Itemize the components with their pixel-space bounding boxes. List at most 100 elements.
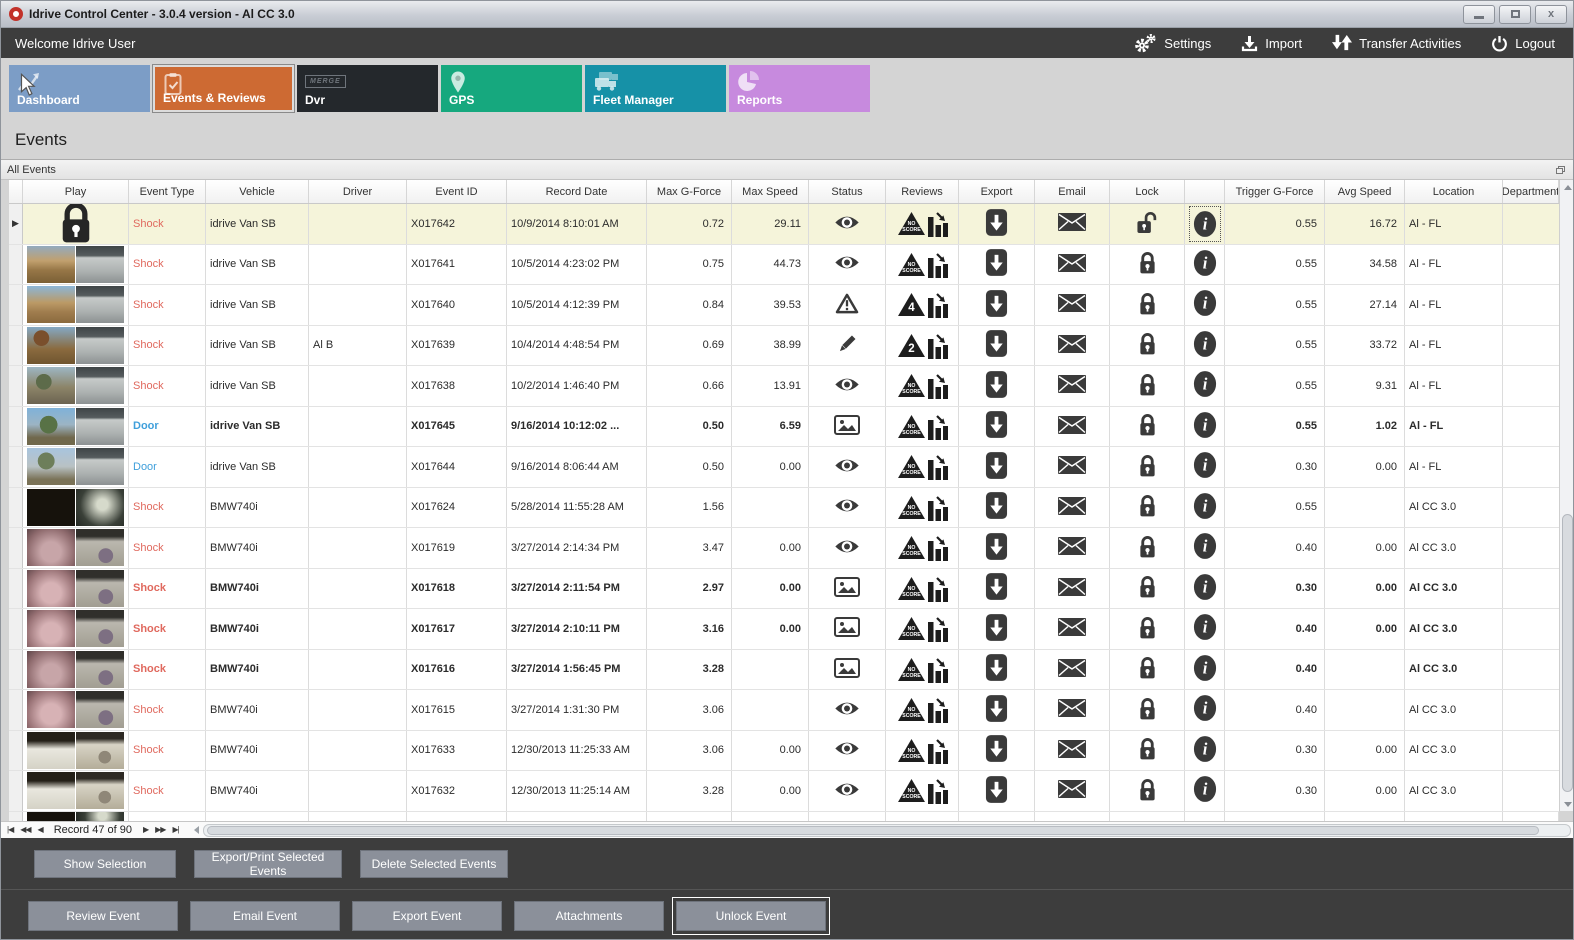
- column-header-record-date[interactable]: Record Date: [507, 180, 647, 203]
- vertical-scroll-thumb[interactable]: [1562, 514, 1573, 793]
- first-record-icon[interactable]: |◀: [7, 825, 14, 834]
- info-cell[interactable]: i: [1185, 487, 1225, 527]
- event-thumbnail[interactable]: [27, 731, 124, 769]
- lock-cell[interactable]: [1110, 771, 1185, 811]
- info-cell[interactable]: i: [1185, 285, 1225, 325]
- reviews-cell[interactable]: NO SCORE: [886, 649, 959, 689]
- tab-reports[interactable]: Reports: [729, 65, 870, 112]
- attachments-button[interactable]: Attachments: [514, 900, 664, 931]
- play-cell[interactable]: [23, 325, 129, 365]
- column-header-reviews[interactable]: Reviews: [886, 180, 959, 203]
- play-cell[interactable]: [23, 406, 129, 446]
- status-cell[interactable]: [809, 244, 886, 284]
- tab-gps[interactable]: GPS: [441, 65, 582, 112]
- export-cell[interactable]: [959, 325, 1035, 365]
- play-cell[interactable]: [23, 690, 129, 730]
- horizontal-scroll-track[interactable]: [202, 823, 1571, 837]
- play-cell[interactable]: [23, 204, 129, 244]
- menu-item-logout[interactable]: Logout: [1491, 33, 1555, 53]
- info-cell[interactable]: i: [1185, 366, 1225, 406]
- table-row[interactable]: Shock idrive Van SB X017640 10/5/2014 4:12:…: [9, 285, 1559, 326]
- event-thumbnail[interactable]: [27, 650, 124, 688]
- table-row[interactable]: Shock idrive Van SB X017641 10/5/2014 4:23:…: [9, 244, 1559, 285]
- prev-record-icon[interactable]: ◀: [37, 825, 44, 834]
- lock-cell[interactable]: [1110, 325, 1185, 365]
- column-header-info[interactable]: [1185, 180, 1225, 203]
- status-cell[interactable]: [809, 285, 886, 325]
- export-cell[interactable]: [959, 528, 1035, 568]
- table-row[interactable]: Door idrive Van SB X017645 9/16/2014 10:12:…: [9, 406, 1559, 447]
- table-row[interactable]: Door idrive Van SB X017644 9/16/2014 8:06:4…: [9, 447, 1559, 488]
- column-header-export[interactable]: Export: [959, 180, 1035, 203]
- column-header-email[interactable]: Email: [1035, 180, 1110, 203]
- play-cell[interactable]: [23, 447, 129, 487]
- status-cell[interactable]: [809, 487, 886, 527]
- table-row[interactable]: Shock idrive Van SB X017638 10/2/2014 1:46:…: [9, 366, 1559, 407]
- info-cell[interactable]: i: [1185, 406, 1225, 446]
- column-header-max-g-force[interactable]: Max G-Force: [647, 180, 732, 203]
- email-cell[interactable]: [1035, 730, 1110, 770]
- event-thumbnail[interactable]: [27, 569, 124, 607]
- table-row[interactable]: Shock BMW740i X017633 12/30/2013 11:25:33 A…: [9, 730, 1559, 771]
- lock-cell[interactable]: [1110, 609, 1185, 649]
- column-header-avg-speed[interactable]: Avg Speed: [1325, 180, 1405, 203]
- column-header-vehicle[interactable]: Vehicle: [206, 180, 309, 203]
- status-cell[interactable]: [809, 204, 886, 244]
- email-event-button[interactable]: Email Event: [190, 900, 340, 931]
- email-cell[interactable]: [1035, 568, 1110, 608]
- email-cell[interactable]: [1035, 325, 1110, 365]
- lock-cell[interactable]: [1110, 406, 1185, 446]
- play-cell[interactable]: [23, 366, 129, 406]
- status-cell[interactable]: [809, 609, 886, 649]
- play-cell[interactable]: [23, 528, 129, 568]
- tab-fleet-manager[interactable]: Fleet Manager: [585, 65, 726, 112]
- export-cell[interactable]: [959, 568, 1035, 608]
- reviews-cell[interactable]: 2: [886, 325, 959, 365]
- column-header-lock[interactable]: Lock: [1110, 180, 1185, 203]
- status-cell[interactable]: [809, 406, 886, 446]
- restore-window-icon[interactable]: [1556, 165, 1565, 174]
- lock-cell[interactable]: [1110, 366, 1185, 406]
- event-thumbnail[interactable]: [27, 367, 124, 405]
- info-cell[interactable]: i: [1185, 649, 1225, 689]
- play-cell[interactable]: [23, 285, 129, 325]
- status-cell[interactable]: [809, 730, 886, 770]
- event-thumbnail[interactable]: [27, 488, 124, 526]
- tab-dvr[interactable]: MERGE Dvr: [297, 65, 438, 112]
- email-cell[interactable]: [1035, 528, 1110, 568]
- event-thumbnail[interactable]: [27, 407, 124, 445]
- info-cell[interactable]: i: [1185, 771, 1225, 811]
- export-cell[interactable]: [959, 366, 1035, 406]
- play-cell[interactable]: [23, 568, 129, 608]
- lock-cell[interactable]: [1110, 690, 1185, 730]
- email-cell[interactable]: [1035, 447, 1110, 487]
- reviews-cell[interactable]: NO SCORE: [886, 366, 959, 406]
- reviews-cell[interactable]: NO SCORE: [886, 609, 959, 649]
- play-cell[interactable]: [23, 487, 129, 527]
- scroll-left-icon[interactable]: [193, 826, 199, 834]
- unlock-event-button[interactable]: Unlock Event: [672, 896, 830, 935]
- email-cell[interactable]: [1035, 771, 1110, 811]
- info-cell[interactable]: i: [1185, 690, 1225, 730]
- email-cell[interactable]: [1035, 285, 1110, 325]
- tab-dashboard[interactable]: Dashboard: [9, 65, 150, 112]
- email-cell[interactable]: [1035, 690, 1110, 730]
- column-header-trigger-g-force[interactable]: Trigger G-Force: [1225, 180, 1325, 203]
- export-cell[interactable]: [959, 649, 1035, 689]
- email-cell[interactable]: [1035, 609, 1110, 649]
- table-row[interactable]: Shock BMW740i X017616 3/27/2014 1:56:45 PM 3…: [9, 649, 1559, 690]
- reviews-cell[interactable]: NO SCORE: [886, 406, 959, 446]
- status-cell[interactable]: [809, 649, 886, 689]
- event-thumbnail[interactable]: [27, 772, 124, 810]
- menu-item-transfer-activities[interactable]: Transfer Activities: [1332, 33, 1461, 53]
- scroll-down-icon[interactable]: [1560, 797, 1573, 811]
- email-cell[interactable]: [1035, 366, 1110, 406]
- minimize-button[interactable]: [1463, 4, 1495, 24]
- lock-cell[interactable]: [1110, 568, 1185, 608]
- info-cell[interactable]: i: [1185, 568, 1225, 608]
- email-cell[interactable]: [1035, 204, 1110, 244]
- export-cell[interactable]: [959, 285, 1035, 325]
- status-cell[interactable]: [809, 690, 886, 730]
- event-thumbnail[interactable]: [27, 529, 124, 567]
- reviews-cell[interactable]: NO SCORE: [886, 244, 959, 284]
